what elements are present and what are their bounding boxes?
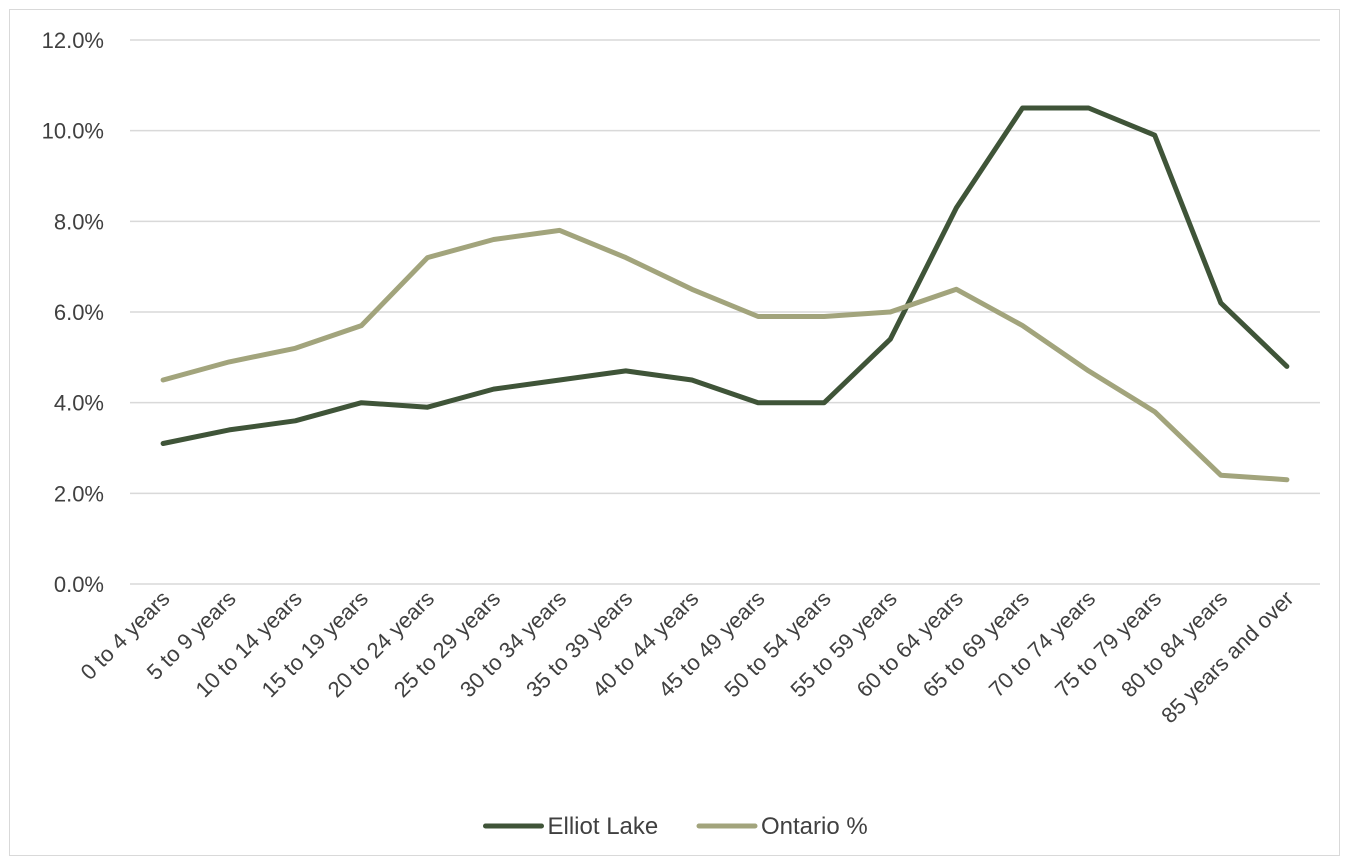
chart-frame (9, 9, 1340, 856)
y-tick-label: 6.0% (54, 300, 104, 325)
y-tick-label: 2.0% (54, 481, 104, 506)
series-line-elliot-lake (160, 105, 1290, 446)
y-tick-label: 10.0% (42, 119, 104, 144)
legend-label: Ontario % (761, 813, 868, 840)
series-line-ontario (160, 227, 1290, 483)
y-tick-label: 0.0% (54, 572, 104, 597)
legend-label: Elliot Lake (548, 813, 659, 840)
y-tick-label: 12.0% (42, 28, 104, 53)
y-tick-label: 8.0% (54, 209, 104, 234)
y-tick-label: 4.0% (54, 391, 104, 416)
